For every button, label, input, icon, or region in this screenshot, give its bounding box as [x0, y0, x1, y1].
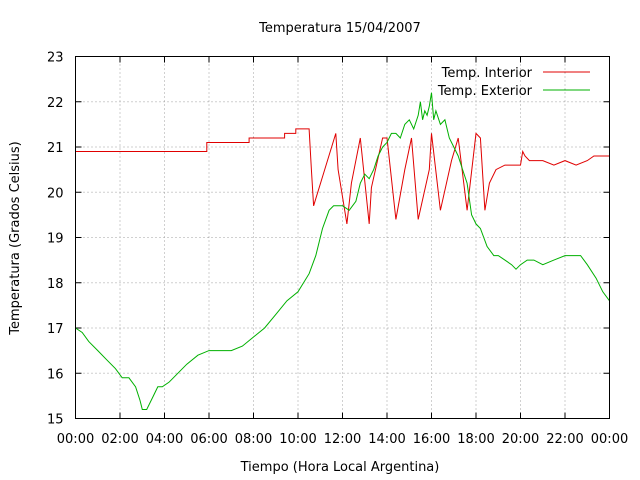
x-tick-label: 06:00 — [190, 432, 227, 447]
y-tick-label: 19 — [47, 232, 64, 247]
chart-title: Temperatura 15/04/2007 — [258, 21, 421, 36]
x-tick-label: 08:00 — [235, 432, 272, 447]
x-tick-label: 00:00 — [591, 432, 628, 447]
legend-label: Temp. Exterior — [437, 84, 533, 99]
legend-label: Temp. Interior — [441, 66, 533, 81]
grid-lines — [75, 56, 610, 419]
x-tick-label: 20:00 — [502, 432, 539, 447]
x-tick-label: 22:00 — [546, 432, 583, 447]
x-tick-label: 14:00 — [368, 432, 405, 447]
y-tick-label: 22 — [47, 96, 64, 111]
y-tick-label: 18 — [47, 277, 64, 292]
x-tick-label: 18:00 — [457, 432, 494, 447]
plot-frame — [75, 56, 610, 419]
y-tick-label: 16 — [47, 367, 64, 382]
x-tick-label: 02:00 — [101, 432, 138, 447]
x-tick-label: 10:00 — [279, 432, 316, 447]
x-tick-label: 12:00 — [324, 432, 361, 447]
x-tick-label: 04:00 — [146, 432, 183, 447]
x-tick-labels: 00:00 02:00 04:00 06:00 08:00 10:00 12:00 14:00… — [57, 56, 628, 447]
y-tick-labels: 15 16 17 18 19 20 21 22 23 — [47, 51, 610, 428]
y-tick-label: 17 — [47, 322, 64, 337]
y-tick-label: 15 — [47, 413, 64, 428]
y-tick-label: 21 — [47, 141, 64, 156]
series-line-interior — [75, 128, 610, 224]
x-tick-label: 16:00 — [413, 432, 450, 447]
series-line-exterior — [75, 92, 610, 410]
legend: Temp. Interior Temp. Exterior — [437, 66, 590, 99]
series-lines — [75, 92, 610, 410]
x-tick-label: 00:00 — [57, 432, 94, 447]
x-axis-label: Tiempo (Hora Local Argentina) — [240, 460, 440, 475]
y-axis-label: Temperatura (Grados Celsius) — [8, 141, 23, 335]
y-tick-label: 20 — [47, 186, 64, 201]
y-tick-label: 23 — [47, 51, 64, 66]
